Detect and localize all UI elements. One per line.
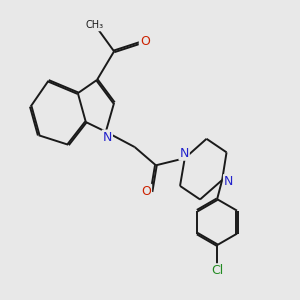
Text: CH₃: CH₃ [85, 20, 104, 30]
Text: N: N [224, 175, 233, 188]
Text: Cl: Cl [211, 264, 223, 277]
Text: N: N [179, 147, 189, 160]
Text: O: O [140, 35, 150, 48]
Text: O: O [141, 185, 151, 198]
Text: N: N [103, 130, 112, 143]
